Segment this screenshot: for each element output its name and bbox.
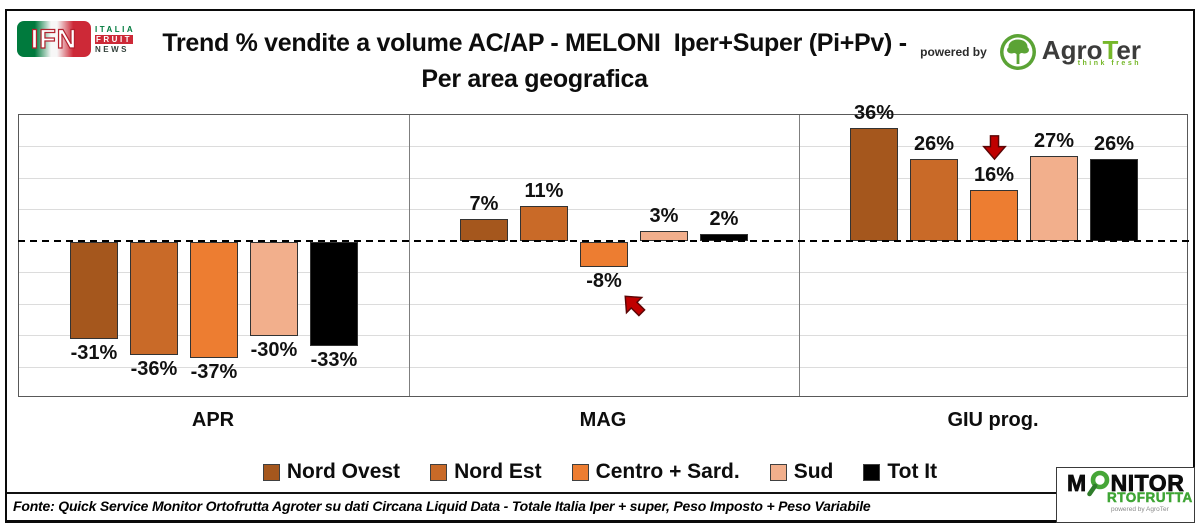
chart-title-line2: Per area geografica <box>421 65 648 93</box>
ifn-wordmark: ITALIA FRUIT NEWS <box>95 21 135 57</box>
arrow-down-icon <box>981 133 1008 167</box>
bar-value-label: -8% <box>586 269 622 292</box>
bar-value-label: 11% <box>524 180 564 203</box>
bar-value-label: 26% <box>1093 133 1135 156</box>
header: IFN ITALIA FRUIT NEWS Trend % vendite a … <box>7 11 1193 111</box>
bar-value-label: 16% <box>973 164 1015 187</box>
ifn-italia-label: ITALIA <box>95 24 136 34</box>
bar-value-label: 27% <box>1033 129 1075 152</box>
magnifier-icon <box>1086 470 1109 497</box>
gridline <box>19 177 1187 179</box>
page-frame: IFN ITALIA FRUIT NEWS Trend % vendite a … <box>5 9 1195 523</box>
powered-by-label: powered by <box>920 45 987 59</box>
bar-APR-NordEst <box>130 241 178 355</box>
bar-APR-Sud <box>250 241 298 337</box>
gridline <box>19 272 1187 274</box>
group-separator <box>799 115 800 396</box>
agroter-logo: AgroTer think fresh <box>999 33 1141 71</box>
bar-APR-TotIt <box>310 241 358 346</box>
legend-item-NordOvest: Nord Ovest <box>262 460 401 484</box>
bar-value-label: 36% <box>853 101 895 124</box>
monitor-line2: RTOFRUTTA <box>1107 490 1193 505</box>
agroter-tagline: think fresh <box>1077 59 1141 67</box>
x-axis-label-GIUprog: GIU prog. <box>947 409 1039 431</box>
ifn-logo: IFN ITALIA FRUIT NEWS <box>17 21 149 57</box>
legend-item-CentroSard: Centro + Sard. <box>571 460 740 484</box>
legend-swatch <box>571 463 589 481</box>
bar-value-label: -33% <box>310 348 358 371</box>
legend-label: Nord Est <box>454 460 542 483</box>
bar-APR-NordOvest <box>70 241 118 340</box>
group-separator <box>409 115 410 396</box>
legend-label: Nord Ovest <box>286 460 401 483</box>
gridline <box>19 303 1187 305</box>
bar-MAG-NordEst <box>520 206 568 241</box>
bar-GIUprog-NordOvest <box>850 127 898 241</box>
monitor-ortofrutta-logo: M NITOR RTOFRUTTA powered by AgroTer <box>1056 467 1195 523</box>
bar-value-label: 2% <box>709 208 739 231</box>
bar-APR-CentroSard <box>190 241 238 359</box>
bar-MAG-CentroSard <box>580 241 628 267</box>
footer-divider <box>7 492 1193 494</box>
legend-item-TotIt: Tot It <box>863 460 937 484</box>
bar-value-label: -36% <box>130 357 178 380</box>
gridline <box>19 146 1187 148</box>
x-axis-label-APR: APR <box>191 409 235 431</box>
x-axis-labels: APR MAG GIU prog. <box>18 409 1188 432</box>
chart-title: Trend % vendite a volume AC/AP - MELONI … <box>149 25 920 97</box>
bar-GIUprog-NordEst <box>910 159 958 241</box>
legend-label: Sud <box>793 460 834 483</box>
source-note: Fonte: Quick Service Monitor Ortofrutta … <box>13 498 871 514</box>
agroter-tree-icon <box>999 34 1036 70</box>
monitor-powered: powered by AgroTer <box>1111 506 1169 513</box>
bar-GIUprog-TotIt <box>1090 159 1138 241</box>
legend: Nord Ovest Nord Est Centro + Sard. Sud Tot I… <box>7 460 1193 484</box>
bar-value-label: -37% <box>190 361 238 384</box>
ifn-fruit-label: FRUIT <box>95 34 134 44</box>
bar-value-label: 3% <box>649 205 679 228</box>
zero-baseline <box>18 239 1190 243</box>
bar-GIUprog-Sud <box>1030 155 1078 241</box>
gridline <box>19 366 1187 368</box>
bar-value-label: -30% <box>250 339 298 362</box>
ifn-flag-icon: IFN <box>17 21 91 57</box>
agroter-wordmark: AgroTer think fresh <box>1041 34 1141 67</box>
monitor-line1: M NITOR <box>1067 470 1185 497</box>
x-axis-label-MAG: MAG <box>579 409 627 431</box>
legend-swatch <box>430 463 448 481</box>
legend-swatch <box>863 463 881 481</box>
ifn-news-label: NEWS <box>95 44 129 54</box>
gridline <box>19 335 1187 337</box>
bar-value-label: 7% <box>469 192 499 215</box>
powered-by-block: powered by AgroTer think fresh <box>920 33 1141 71</box>
bar-value-label: 26% <box>913 133 955 156</box>
agroter-name: AgroTer <box>1041 34 1141 65</box>
legend-item-NordEst: Nord Est <box>430 460 542 484</box>
chart-title-line1: Trend % vendite a volume AC/AP - MELONI … <box>162 29 907 57</box>
legend-swatch <box>769 463 787 481</box>
bar-value-label: -31% <box>70 342 118 365</box>
legend-swatch <box>262 463 280 481</box>
legend-label: Centro + Sard. <box>595 460 740 483</box>
legend-item-Sud: Sud <box>769 460 834 484</box>
plot-area: -31% -36% -37% -30% -33% 7% 11% -8% 3% 2% 36% 26% 16… <box>18 102 1190 397</box>
bar-GIUprog-CentroSard <box>970 190 1018 241</box>
gridline <box>19 209 1187 211</box>
legend-label: Tot It <box>887 460 938 483</box>
arrow-up-left-icon <box>620 290 647 324</box>
bar-MAG-NordOvest <box>460 218 508 241</box>
